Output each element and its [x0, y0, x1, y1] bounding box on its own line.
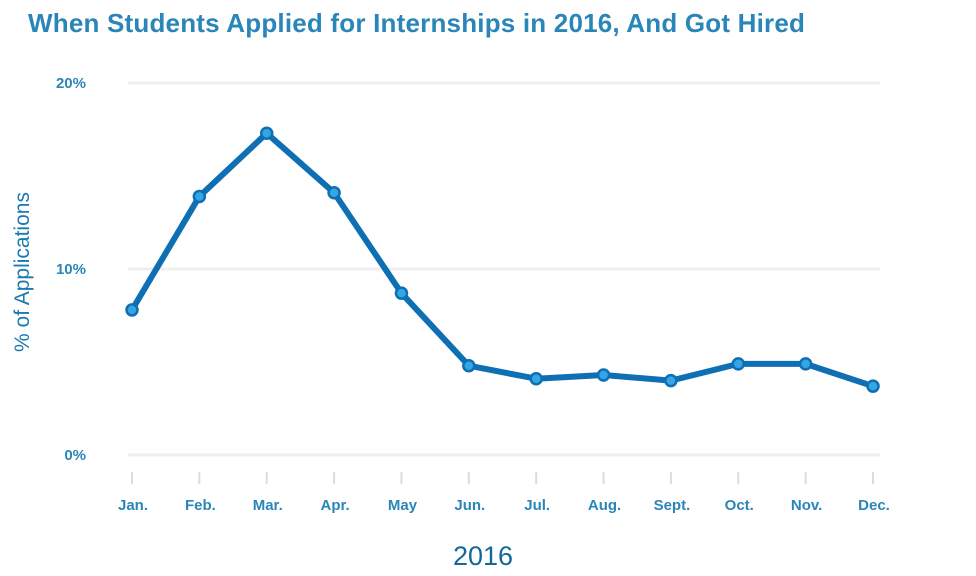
x-tick-label: Aug.: [588, 497, 621, 514]
data-point[interactable]: [192, 189, 207, 204]
x-tick-label: Dec.: [858, 497, 890, 514]
x-tick-label: Sept.: [654, 497, 691, 514]
data-point[interactable]: [731, 357, 746, 371]
y-axis-label: % of Applications: [11, 192, 34, 352]
x-tick-label: Feb.: [185, 497, 216, 514]
data-point[interactable]: [462, 358, 476, 373]
y-tick-label: 0%: [64, 447, 86, 464]
x-tick-label: Jul.: [524, 497, 550, 514]
y-tick-label: 10%: [56, 261, 86, 278]
x-tick-label: May: [388, 497, 418, 514]
x-tick-label: Oct.: [725, 497, 754, 514]
x-axis-ticks: Jan. Feb. Mar. Apr. May Jun. Jul. Aug. Sept. Oct.…: [118, 472, 890, 514]
data-point[interactable]: [125, 303, 139, 317]
data-series: [125, 126, 880, 393]
data-point[interactable]: [529, 371, 543, 386]
y-axis-ticks: 0% 10% 20%: [56, 75, 86, 464]
series-line: [129, 130, 876, 390]
y-tick-label: 20%: [56, 75, 86, 92]
data-point[interactable]: [394, 286, 409, 300]
gridlines: [128, 81, 880, 457]
chart-title: When Students Applied for Internships in…: [28, 8, 806, 38]
x-tick-label: Jan.: [118, 497, 148, 514]
data-point[interactable]: [259, 126, 274, 140]
data-point[interactable]: [798, 357, 813, 371]
data-point[interactable]: [664, 373, 678, 388]
data-point[interactable]: [327, 185, 341, 200]
x-tick-label: Mar.: [253, 497, 283, 514]
data-point[interactable]: [866, 379, 880, 393]
x-tick-label: Jun.: [454, 497, 485, 514]
x-tick-label: Apr.: [320, 497, 349, 514]
x-tick-label: Nov.: [791, 497, 822, 514]
x-axis-label: 2016: [452, 541, 514, 571]
data-point[interactable]: [596, 368, 611, 382]
